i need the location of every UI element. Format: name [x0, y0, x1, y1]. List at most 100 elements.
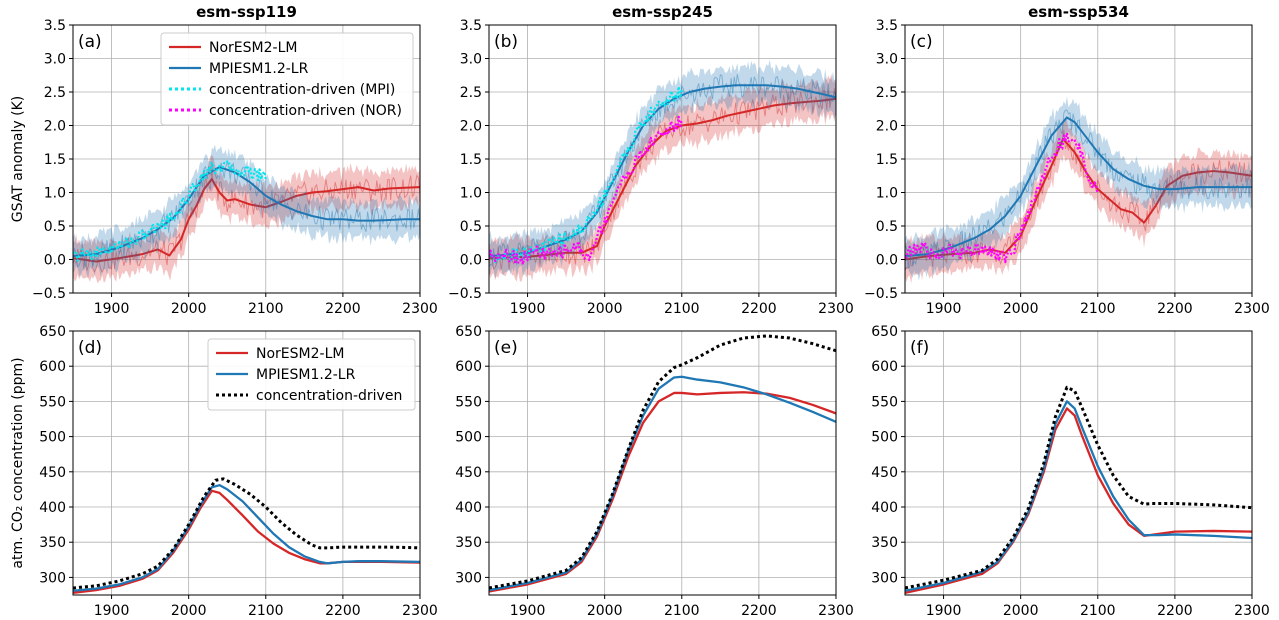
x-tick-label: 1900: [510, 301, 546, 317]
y-tick-label: 0.0: [460, 253, 482, 269]
y-tick-label: 550: [871, 394, 898, 410]
series-mpi-spread: [905, 96, 1252, 281]
x-tick-label: 1900: [510, 603, 546, 619]
panel-d: 1900 2000 2100 2200 2300 300 350 400 450 500 550 60…: [10, 324, 438, 619]
plot-area: [489, 59, 836, 282]
x-tick-label: 1900: [94, 603, 130, 619]
legend-box: [207, 338, 416, 411]
series-cd-nor-line: [905, 131, 1099, 264]
y-tick-label: 600: [39, 359, 66, 375]
series-mpi-members: [73, 160, 420, 269]
y-tick-label: 3.0: [876, 52, 898, 68]
series-nor-line: [905, 137, 1252, 261]
legend-label: NorESM2-LM: [256, 346, 344, 362]
x-tick-label: 2000: [1003, 603, 1039, 619]
y-tick-label: 0.5: [44, 219, 66, 235]
x-tick-label: 2100: [664, 301, 700, 317]
y-tick-label: 300: [455, 570, 482, 586]
panel-label: (f): [910, 338, 929, 358]
legend: NorESM2-LM MPIESM1.2-LR concentration-driv…: [207, 338, 416, 411]
y-tick-label: 350: [39, 535, 66, 551]
y-tick-label: 1.0: [44, 186, 66, 202]
series-mpi-line: [73, 166, 420, 258]
y-tick-label: 2.5: [876, 85, 898, 101]
y-tick-label: 400: [871, 500, 898, 516]
x-tick-label: 2000: [587, 603, 623, 619]
y-tick-label: 2.0: [876, 119, 898, 135]
x-tick-label: 1900: [94, 301, 130, 317]
legend-label: MPIESM1.2-LR: [256, 367, 356, 383]
series-nor-spread: [489, 73, 836, 282]
axes-frame: [904, 330, 1253, 596]
y-tick-label: 0.5: [460, 219, 482, 235]
y-tick-label: 1.5: [44, 152, 66, 168]
y-tick-label: 0.0: [876, 253, 898, 269]
panel-label: (d): [78, 338, 102, 358]
series-mpi-spread: [73, 144, 420, 278]
y-tick-label: 650: [455, 324, 482, 340]
y-tick-label: 3.0: [460, 52, 482, 68]
y-tick-label: 300: [871, 570, 898, 586]
series-nor-members: [489, 88, 836, 271]
panel-title: esm-ssp245: [612, 3, 713, 21]
y-tick-label: 3.5: [460, 18, 482, 34]
y-tick-label: 1.0: [460, 186, 482, 202]
series-nor-line: [73, 178, 420, 263]
x-tick-label: 2300: [402, 603, 438, 619]
series-mpi-line: [905, 400, 1252, 592]
series-cd-nor-line: [489, 115, 683, 266]
x-tick-label: 2000: [171, 301, 207, 317]
plot-area: [905, 385, 1252, 595]
y-tick-label: −0.5: [32, 286, 66, 302]
plot-area: [905, 96, 1252, 284]
x-tick-label: 2300: [818, 603, 854, 619]
y-axis-label: GSAT anomaly (K): [10, 96, 26, 222]
x-tick-label: 2000: [1003, 301, 1039, 317]
x-tick-label: 2200: [325, 301, 361, 317]
y-tick-label: 550: [455, 394, 482, 410]
series-cd-line: [905, 385, 1252, 590]
series-cd-line: [489, 334, 836, 590]
x-tick-label: 2300: [1234, 301, 1270, 317]
series-nor-line: [905, 407, 1252, 595]
x-tick-label: 2100: [248, 603, 284, 619]
panel-a: 1900 2000 2100 2200 2300 −0.5 0.0 0.5 1.0 1.5 2.0 2…: [10, 3, 438, 317]
series-mpi-spread: [489, 59, 836, 279]
y-tick-label: 3.0: [44, 52, 66, 68]
plot-area: [73, 144, 420, 284]
series-nor-spread: [905, 117, 1252, 284]
y-tick-label: 500: [455, 430, 482, 446]
y-tick-label: 600: [871, 359, 898, 375]
panel-title: esm-ssp534: [1028, 3, 1129, 21]
x-tick-label: 2300: [402, 301, 438, 317]
series-mpi-line: [489, 375, 836, 592]
axes-frame: [72, 330, 421, 596]
y-tick-label: 500: [39, 430, 66, 446]
y-tick-label: 400: [455, 500, 482, 516]
y-tick-label: 650: [871, 324, 898, 340]
y-tick-label: 350: [871, 535, 898, 551]
x-tick-label: 2100: [248, 301, 284, 317]
y-tick-label: 1.5: [876, 152, 898, 168]
axes-frame: [488, 330, 837, 596]
x-tick-label: 1900: [926, 301, 962, 317]
x-tick-label: 2300: [818, 301, 854, 317]
series-mpi-line: [905, 116, 1252, 258]
plot-area: [489, 334, 836, 593]
x-tick-label: 2100: [1080, 301, 1116, 317]
x-tick-label: 2100: [664, 603, 700, 619]
plot-area: [73, 477, 420, 595]
y-tick-label: 450: [871, 465, 898, 481]
legend-box: [160, 32, 414, 126]
series-mpi-line: [73, 484, 420, 592]
x-tick-label: 1900: [926, 603, 962, 619]
legend-label: NorESM2-LM: [209, 40, 297, 56]
x-tick-label: 2200: [741, 301, 777, 317]
y-tick-label: 450: [39, 465, 66, 481]
y-tick-label: 0.5: [876, 219, 898, 235]
panel-b: 1900 2000 2100 2200 2300 −0.5 0.0 0.5 1.0 1.5 2.0 2…: [448, 3, 854, 317]
y-tick-label: 500: [871, 430, 898, 446]
x-tick-label: 2200: [741, 603, 777, 619]
legend-label: concentration-driven (MPI): [209, 82, 395, 98]
